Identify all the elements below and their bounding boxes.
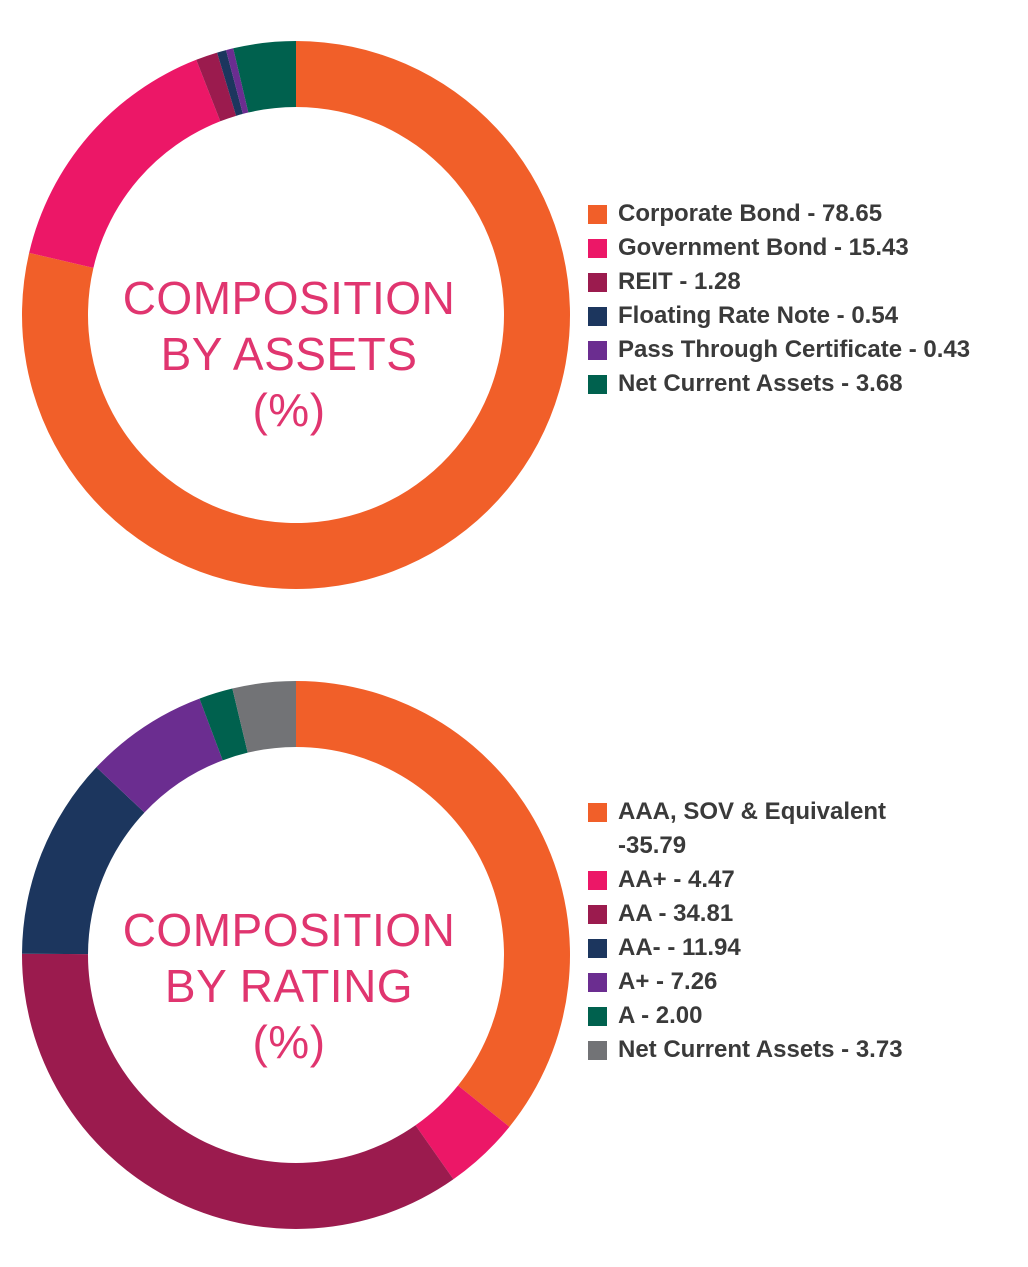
rating-slice-net-current-assets [232,681,296,753]
assets-title-line-1: COMPOSITION [122,272,456,324]
rating-donut-chart [21,681,570,1229]
assets-legend-label: REIT - 1.28 [618,268,741,295]
rating-legend-item-net-current-assets: Net Current Assets - 3.73 [588,1033,1018,1067]
assets-legend-item-government-bond: Government Bond - 15.43 [588,231,1018,265]
assets-chart-block: COMPOSITION BY ASSETS (%) Corporate Bond… [0,0,1028,620]
assets-legend-label: Pass Through Certificate - 0.43 [618,336,971,363]
rating-legend-label: -35.79 [618,832,687,859]
rating-legend-swatch [588,871,607,890]
assets-legend-swatch [588,341,607,360]
rating-legend-label: Net Current Assets - 3.73 [618,1036,903,1063]
assets-legend-label: Corporate Bond - 78.65 [618,200,883,227]
assets-legend-label: Government Bond - 15.43 [618,234,909,261]
rating-legend-item-aa: AA - 34.81 [588,897,1018,931]
rating-legend: AAA, SOV & Equivalent -35.79 AA+ - 4.47 AA … [588,795,1018,1067]
assets-legend-swatch [588,307,607,326]
rating-legend-label: A+ - 7.26 [618,968,718,995]
assets-slice-government-bond [29,59,221,268]
rating-chart-title: COMPOSITION BY RATING (%) [79,902,499,1070]
assets-slice-net-current-assets [233,41,296,113]
assets-slice-floating-rate-note [217,50,243,116]
rating-legend-swatch [588,1041,607,1060]
assets-donut-chart [22,41,571,589]
rating-legend-item-a: A+ - 7.26 [588,965,1018,999]
rating-slice-aa [22,767,145,955]
rating-slice-aa [21,953,454,1229]
rating-legend-label: AA+ - 4.47 [618,866,735,893]
assets-legend-item-reit: REIT - 1.28 [588,265,1018,299]
rating-legend-label: AA - 34.81 [618,900,734,927]
assets-chart-title: COMPOSITION BY ASSETS (%) [79,270,499,438]
assets-legend-item-floating-rate-note: Floating Rate Note - 0.54 [588,299,1018,333]
assets-slice-reit [196,52,237,122]
rating-legend-label: AAA, SOV & Equivalent [618,798,887,825]
assets-legend: Corporate Bond - 78.65 Government Bond - … [588,197,1018,401]
rating-slice-a [96,698,223,813]
rating-title-line-2: BY RATING [164,960,414,1012]
assets-slice-pass-through-certificate [226,48,249,114]
rating-legend-swatch [588,939,607,958]
rating-title-line-1: COMPOSITION [122,904,456,956]
assets-legend-label: Net Current Assets - 3.68 [618,370,903,397]
rating-legend-swatch [588,973,607,992]
assets-legend-item-pass-through-certificate: Pass Through Certificate - 0.43 [588,333,1018,367]
assets-legend-item-net-current-assets: Net Current Assets - 3.68 [588,367,1018,401]
rating-title-line-3: (%) [252,1016,326,1068]
assets-title-line-2: BY ASSETS [160,328,418,380]
rating-legend-item-aa: AA- - 11.94 [588,931,1018,965]
assets-legend-swatch [588,239,607,258]
assets-legend-swatch [588,273,607,292]
assets-legend-label: Floating Rate Note - 0.54 [618,302,899,329]
rating-legend-swatch [588,905,607,924]
assets-legend-item-corporate-bond: Corporate Bond - 78.65 [588,197,1018,231]
rating-slice-aa [415,1085,510,1180]
rating-legend-swatch [588,803,607,822]
rating-legend-item-aaa-sov-equivalent: AAA, SOV & Equivalent -35.79 [588,795,1018,863]
rating-chart-block: COMPOSITION BY RATING (%) AAA, SOV & Equ… [0,640,1028,1267]
assets-legend-swatch [588,205,607,224]
rating-legend-item-aa: AA+ - 4.47 [588,863,1018,897]
assets-title-line-3: (%) [252,384,326,436]
rating-legend-label: A - 2.00 [618,1002,703,1029]
rating-slice-aaa-sov-equivalent [296,681,570,1127]
assets-legend-swatch [588,375,607,394]
rating-legend-swatch [588,1007,607,1026]
rating-legend-item-a: A - 2.00 [588,999,1018,1033]
rating-slice-a [199,688,248,761]
rating-legend-label: AA- - 11.94 [618,934,741,961]
